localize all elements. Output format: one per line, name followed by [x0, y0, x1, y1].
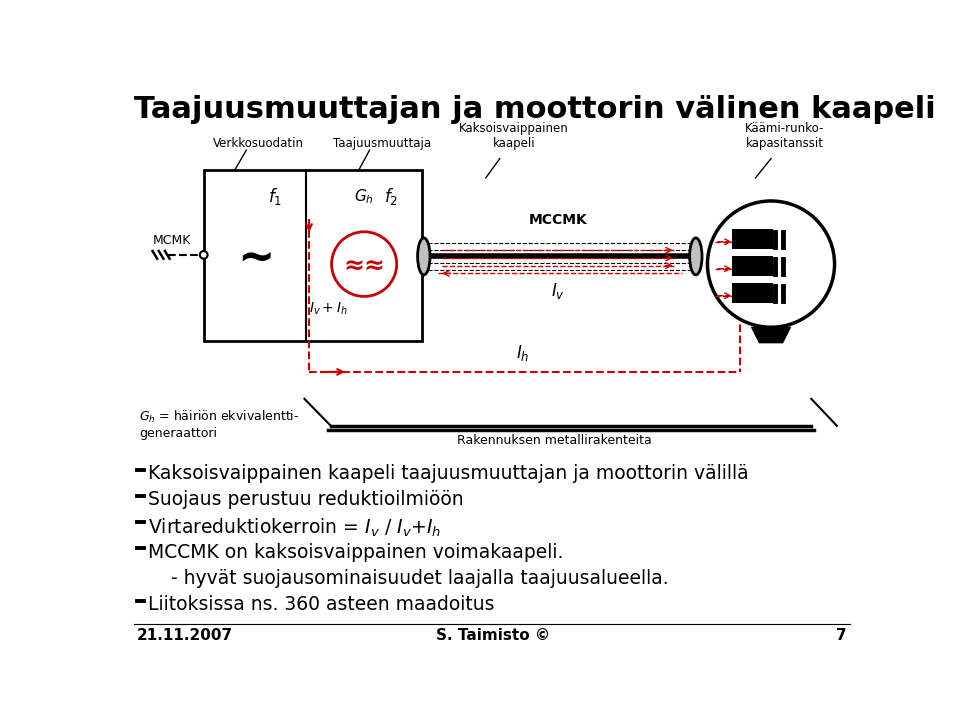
Bar: [732, 283, 773, 303]
Ellipse shape: [689, 238, 702, 275]
Text: $f_1$: $f_1$: [268, 186, 282, 207]
Text: $\mathit{I}_v + \mathit{I}_h$: $\mathit{I}_v + \mathit{I}_h$: [309, 301, 348, 318]
Polygon shape: [752, 327, 790, 343]
Text: MCCMK: MCCMK: [529, 213, 588, 227]
Text: Liitoksissa ns. 360 asteen maadoitus: Liitoksissa ns. 360 asteen maadoitus: [148, 595, 494, 614]
Text: Suojaus perustuu reduktioilmiöön: Suojaus perustuu reduktioilmiöön: [148, 491, 464, 510]
Text: $\mathit{I}_v$: $\mathit{I}_v$: [551, 281, 564, 301]
Text: MCMK: MCMK: [153, 234, 191, 247]
Text: Verkkosuodatin: Verkkosuodatin: [212, 137, 303, 150]
Text: S. Taimisto ©: S. Taimisto ©: [436, 629, 550, 643]
Text: 7: 7: [836, 629, 847, 643]
Text: MCCMK on kaksoisvaippainen voimakaapeli.: MCCMK on kaksoisvaippainen voimakaapeli.: [148, 543, 564, 562]
Text: Kaksoisvaippainen kaapeli taajuusmuuttajan ja moottorin välillä: Kaksoisvaippainen kaapeli taajuusmuuttaj…: [148, 464, 749, 484]
Text: Rakennuksen metallirakenteita: Rakennuksen metallirakenteita: [457, 434, 652, 447]
Text: Virtareduktiokerroin = $\mathit{I}_v$ / $\mathit{I}_v$+$\mathit{I}_h$: Virtareduktiokerroin = $\mathit{I}_v$ / …: [148, 517, 441, 539]
Text: $\mathit{I}_h$: $\mathit{I}_h$: [516, 343, 530, 362]
Circle shape: [331, 232, 396, 297]
Text: $G_h$ = häiriön ekvivalentti-
generaattori: $G_h$ = häiriön ekvivalentti- generaatto…: [139, 409, 300, 440]
Text: $G_h$: $G_h$: [354, 187, 374, 206]
Bar: [732, 257, 773, 276]
Bar: [204, 170, 422, 341]
Text: Kaksoisvaippainen
kaapeli: Kaksoisvaippainen kaapeli: [459, 122, 568, 150]
Text: ~: ~: [237, 236, 275, 279]
Text: - hyvät suojausominaisuudet laajalla taajuusalueella.: - hyvät suojausominaisuudet laajalla taa…: [158, 569, 668, 588]
Text: Taajuusmuuttajan ja moottorin välinen kaapeli: Taajuusmuuttajan ja moottorin välinen ka…: [134, 95, 936, 124]
Text: Käämi-runko-
kapasitanssit: Käämi-runko- kapasitanssit: [745, 122, 825, 150]
Circle shape: [708, 201, 834, 327]
Ellipse shape: [418, 238, 430, 275]
Text: Taajuusmuuttaja: Taajuusmuuttaja: [333, 137, 431, 150]
Bar: [732, 229, 773, 249]
Text: ≈≈: ≈≈: [343, 254, 385, 278]
Text: 21.11.2007: 21.11.2007: [137, 629, 233, 643]
Circle shape: [200, 251, 207, 259]
Text: $f_2$: $f_2$: [384, 186, 398, 207]
